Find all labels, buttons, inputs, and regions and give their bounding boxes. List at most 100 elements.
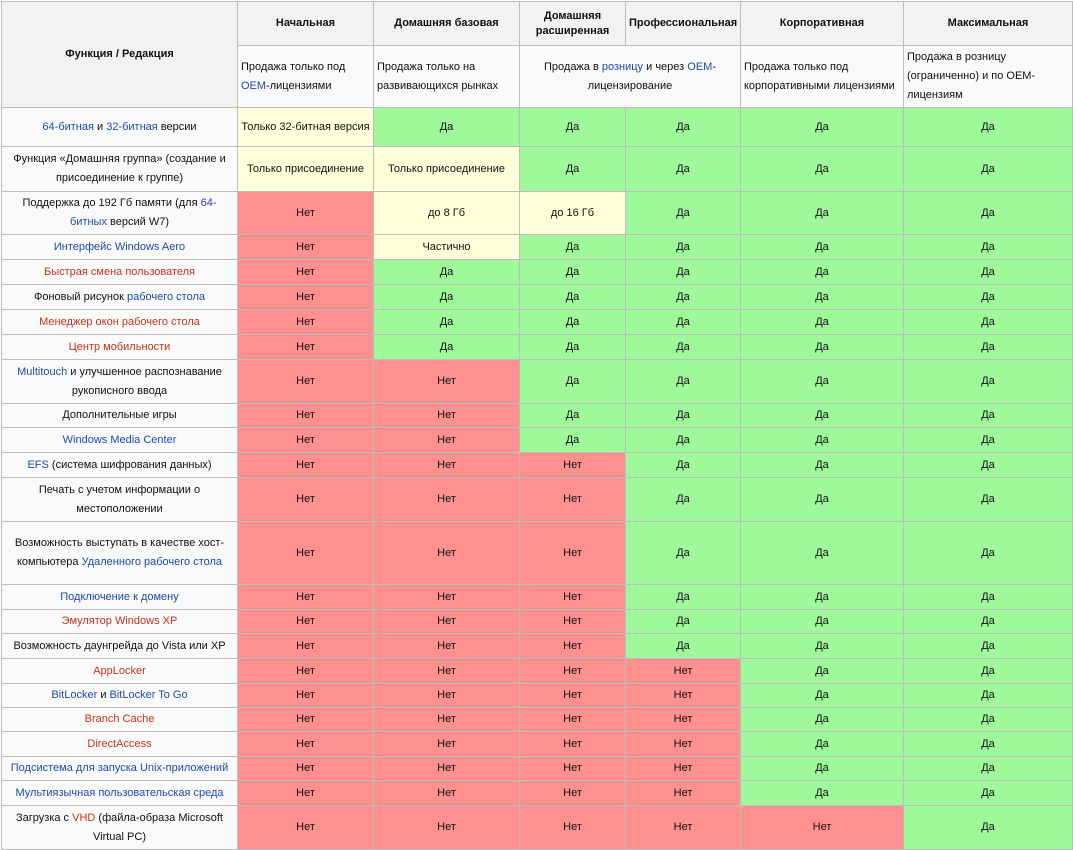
feature-link[interactable]: BitLocker <box>51 689 98 701</box>
cell-no: Нет <box>625 731 741 757</box>
cell-no: Нет <box>740 805 904 850</box>
feature-name-cell: Мультиязычная пользовательская среда <box>1 780 238 806</box>
cell-partial: Только присоединение <box>373 146 520 192</box>
cell-yes: Да <box>519 359 626 404</box>
feature-link[interactable]: DirectAccess <box>87 737 152 750</box>
cell-yes: Да <box>903 107 1073 147</box>
cell-yes: Да <box>625 334 741 360</box>
feature-name-cell: Печать с учетом информации о местоположе… <box>1 477 238 522</box>
cell-no: Нет <box>237 359 374 404</box>
edition-note-starter: Продажа только под OEM-лицензиями <box>237 45 374 108</box>
cell-no: Нет <box>519 707 626 732</box>
edition-note-text: -лицензиями <box>266 79 332 92</box>
feature-link[interactable]: Центр мобильности <box>68 340 171 353</box>
feature-link[interactable]: 32-битная <box>106 120 158 133</box>
cell-no: Нет <box>373 805 520 850</box>
cell-no: Нет <box>519 756 626 781</box>
edition-note-enterprise: Продажа только под корпоративными лиценз… <box>740 45 904 108</box>
feature-text: Фоновый рисунок <box>34 290 127 303</box>
cell-no: Нет <box>237 334 374 360</box>
feature-link[interactable]: рабочего стола <box>126 290 205 303</box>
cell-no: Нет <box>237 633 374 659</box>
feature-link[interactable]: Интерфейс Windows Aero <box>53 240 186 253</box>
feature-link[interactable]: Быстрая смена пользователя <box>44 265 195 278</box>
feature-link[interactable]: BitLocker To Go <box>109 689 188 701</box>
cell-yes: Да <box>625 146 741 192</box>
feature-name-cell: Менеджер окон рабочего стола <box>1 309 238 335</box>
cell-yes: Да <box>625 521 741 585</box>
feature-link[interactable]: Мультиязычная пользовательская среда <box>15 786 224 799</box>
cell-yes: Да <box>903 521 1073 585</box>
cell-yes: Да <box>625 452 741 478</box>
cell-yes: Да <box>625 259 741 285</box>
cell-no: Нет <box>237 780 374 806</box>
cell-no: Нет <box>373 683 520 708</box>
feature-name-cell: Быстрая смена пользователя <box>1 259 238 285</box>
edition-note-text: Продажа только на развивающихся рынках <box>377 60 499 92</box>
cell-yes: Да <box>373 284 520 310</box>
cell-yes: Да <box>625 609 741 634</box>
table-row: BitLocker и BitLocker To Go Нет Нет Нет Нет Д… <box>1 683 1073 708</box>
table-row: Мультиязычная пользовательская среда Нет Н… <box>1 780 1073 806</box>
cell-no: Нет <box>519 584 626 610</box>
cell-yes: Да <box>625 584 741 610</box>
cell-no: Нет <box>237 609 374 634</box>
cell-no: Нет <box>373 609 520 634</box>
cell-no: Нет <box>237 452 374 478</box>
cell-yes: Да <box>740 359 904 404</box>
cell-yes: Да <box>903 259 1073 285</box>
cell-yes: Да <box>903 707 1073 732</box>
cell-no: Нет <box>237 805 374 850</box>
cell-no: Нет <box>237 683 374 708</box>
feature-name-cell: Возможность выступать в качестве хост-ко… <box>1 521 238 585</box>
cell-yes: Да <box>740 521 904 585</box>
cell-yes: Да <box>740 403 904 428</box>
feature-link[interactable]: EFS <box>27 458 49 471</box>
cell-yes: Да <box>903 191 1073 235</box>
feature-link[interactable]: VHD <box>72 811 96 824</box>
cell-no: Нет <box>519 633 626 659</box>
feature-link[interactable]: Удаленного рабочего стола <box>81 556 223 568</box>
feature-link[interactable]: Подключение к домену <box>60 590 179 603</box>
feature-link[interactable]: AppLocker <box>93 664 146 677</box>
cell-yes: Да <box>903 731 1073 757</box>
feature-name-cell: EFS (система шифрования данных) <box>1 452 238 478</box>
edition-header-starter: Начальная <box>237 1 374 46</box>
cell-yes: Да <box>740 609 904 634</box>
cell-yes: Да <box>519 334 626 360</box>
cell-yes: Да <box>903 633 1073 659</box>
edition-note-link[interactable]: OEM <box>241 79 267 92</box>
edition-note-link[interactable]: OEM <box>687 60 713 73</box>
feature-link[interactable]: 64-битная <box>42 120 94 133</box>
cell-no: Нет <box>519 805 626 850</box>
feature-link[interactable]: Подсистема для запуска Unix-приложений <box>10 762 229 774</box>
cell-no: Нет <box>237 427 374 453</box>
cell-yes: Да <box>373 259 520 285</box>
feature-link[interactable]: Менеджер окон рабочего стола <box>39 315 200 328</box>
feature-link[interactable]: Branch Cache <box>84 713 155 725</box>
cell-no: Нет <box>519 658 626 684</box>
cell-yes: Да <box>903 427 1073 453</box>
table-row: Поддержка до 192 Гб памяти (для 64-битны… <box>1 191 1073 235</box>
feature-link[interactable]: Multitouch <box>17 365 68 378</box>
cell-yes: Да <box>519 284 626 310</box>
feature-link[interactable]: Эмулятор Windows XP <box>61 615 178 627</box>
feature-link[interactable]: Windows Media Center <box>62 433 177 446</box>
cell-no: Нет <box>519 609 626 634</box>
edition-header-professional: Профессиональная <box>625 1 741 46</box>
edition-header-home-basic: Домашняя базовая <box>373 1 520 46</box>
feature-link[interactable]: 64-битных <box>70 197 217 228</box>
cell-no: Нет <box>625 658 741 684</box>
table-row: DirectAccess Нет Нет Нет Нет Да Да <box>1 731 1073 757</box>
cell-no: Нет <box>237 756 374 781</box>
edition-note-link[interactable]: розницу <box>601 60 644 73</box>
cell-no: Нет <box>519 477 626 522</box>
cell-no: Нет <box>373 731 520 757</box>
cell-yes: Да <box>740 146 904 192</box>
cell-no: Нет <box>237 309 374 335</box>
table-row: Печать с учетом информации о местоположе… <box>1 477 1073 522</box>
cell-yes: Да <box>903 658 1073 684</box>
cell-no: Нет <box>519 780 626 806</box>
feature-rows: 64-битная и 32-битная версии Только 32-би… <box>1 107 1073 850</box>
table-row: Подсистема для запуска Unix-приложений Не… <box>1 756 1073 781</box>
